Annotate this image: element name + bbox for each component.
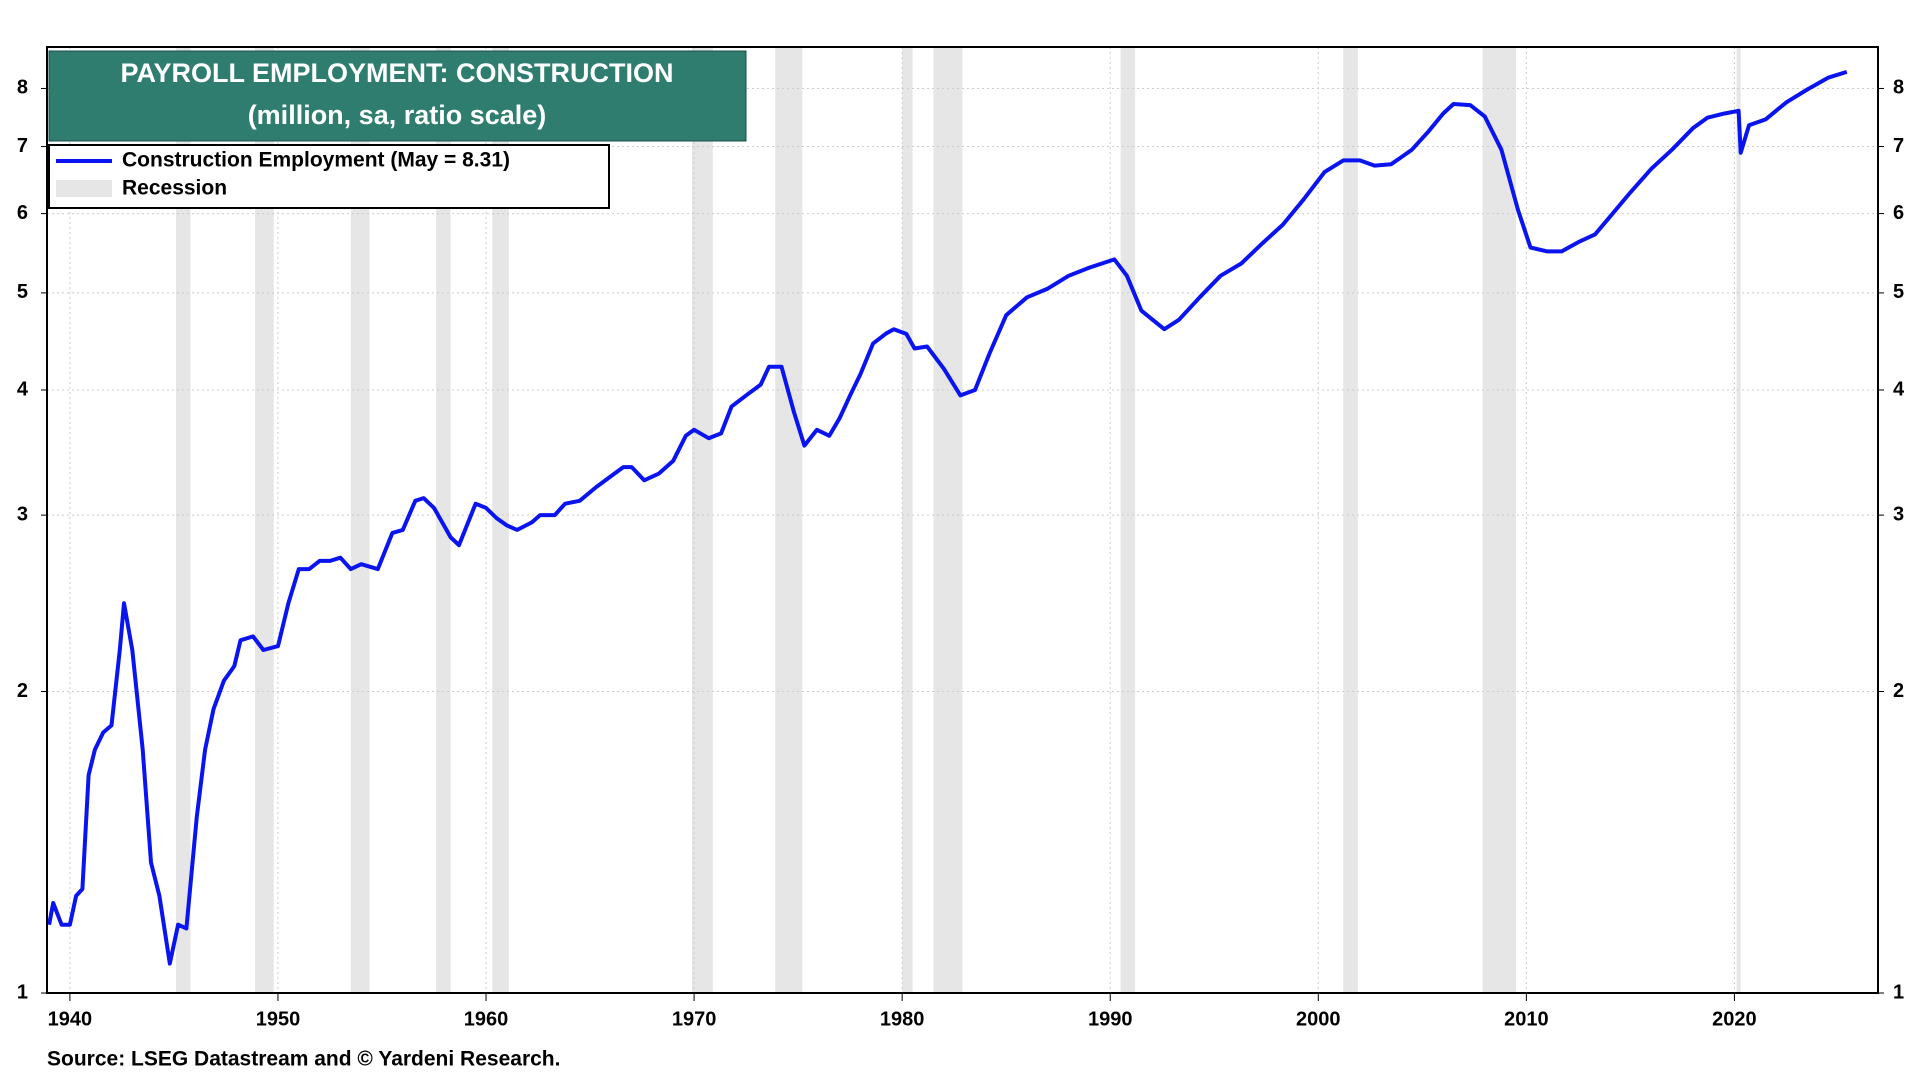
recession-band	[1120, 47, 1136, 993]
y2-tick-label: 8	[1893, 77, 1904, 99]
chart-subtitle: (million, sa, ratio scale)	[248, 100, 547, 130]
y-tick-label: 5	[17, 281, 28, 303]
legend-label: Construction Employment (May = 8.31)	[122, 149, 510, 172]
y2-tick-label: 7	[1893, 135, 1904, 157]
y2-tick-label: 1	[1893, 981, 1904, 1003]
x-tick-label: 1940	[48, 1008, 93, 1030]
y-tick-label: 7	[17, 135, 28, 157]
recession-band	[1736, 47, 1741, 993]
recession-band	[933, 47, 963, 993]
recession-band	[1482, 47, 1516, 993]
x-tick-label: 2000	[1296, 1008, 1341, 1030]
recession-band	[775, 47, 803, 993]
x-tick-label: 1990	[1088, 1008, 1133, 1030]
legend	[48, 144, 610, 209]
recession-band	[350, 47, 370, 993]
y2-tick-label: 6	[1893, 202, 1904, 224]
source-note: Source: LSEG Datastream and © Yardeni Re…	[47, 1048, 560, 1071]
x-tick-label: 1960	[464, 1008, 509, 1030]
plot-area	[47, 47, 1878, 994]
y-tick-label: 3	[17, 503, 28, 525]
recession-band	[176, 47, 191, 993]
x-tick-label: 1970	[672, 1008, 717, 1030]
y-tick-label: 8	[17, 77, 28, 99]
data-line	[47, 69, 1848, 966]
y2-tick-label: 4	[1893, 378, 1905, 400]
y-tick-label: 1	[17, 981, 28, 1003]
y2-tick-label: 5	[1893, 281, 1904, 303]
legend-label: Recession	[122, 177, 227, 200]
plot-frame	[46, 46, 1879, 994]
x-tick-label: 1950	[256, 1008, 301, 1030]
x-tick-label: 1980	[880, 1008, 925, 1030]
x-tick-label: 2020	[1712, 1008, 1757, 1030]
title-box	[48, 50, 747, 142]
recession-band	[255, 47, 274, 993]
y-tick-label: 4	[17, 378, 29, 400]
legend-swatch	[56, 180, 112, 197]
recession-band	[436, 47, 451, 993]
recession-band	[1343, 47, 1358, 993]
x-tick-label: 2010	[1504, 1008, 1549, 1030]
y2-tick-label: 2	[1893, 680, 1904, 702]
recession-band	[902, 47, 913, 993]
y-tick-label: 2	[17, 680, 28, 702]
y-tick-label: 6	[17, 202, 28, 224]
recession-band	[692, 47, 713, 993]
chart-title: PAYROLL EMPLOYMENT: CONSTRUCTION	[120, 58, 673, 88]
y2-tick-label: 3	[1893, 503, 1904, 525]
